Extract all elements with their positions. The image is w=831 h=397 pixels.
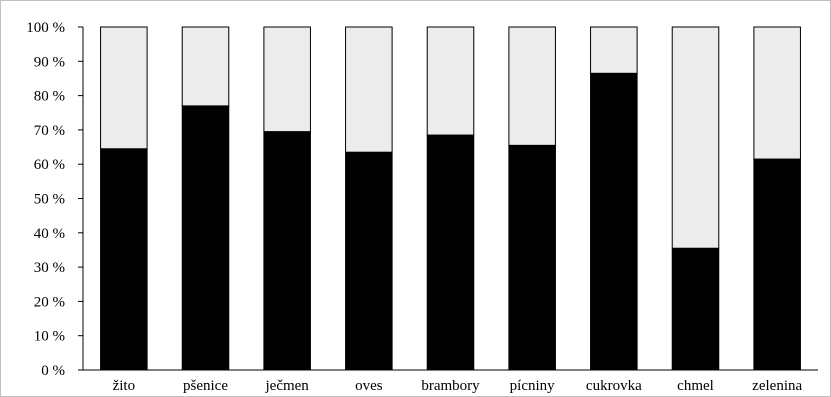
- y-tick-label: 60 %: [34, 157, 65, 173]
- y-tick-label: 50 %: [34, 192, 65, 208]
- bars: [100, 26, 801, 371]
- bar-segment-zelenina-0: [753, 158, 801, 371]
- x-category-label: chmel: [677, 378, 714, 394]
- y-tick-label: 30 %: [34, 260, 65, 276]
- y-tick-label: 90 %: [34, 54, 65, 70]
- y-tick-label: 100 %: [26, 20, 65, 36]
- y-tick-label: 20 %: [34, 294, 65, 310]
- bar-segment-chmel-1: [671, 26, 720, 249]
- bar-segment-zelenina-1: [753, 26, 801, 160]
- bar-segment-pšenice-1: [181, 26, 230, 107]
- x-category-label: pícniny: [510, 378, 555, 394]
- x-axis-labels: žito pšenice ječmen oves brambory pícniny cukr…: [113, 378, 803, 394]
- x-category-label: oves: [355, 378, 383, 394]
- bar-segment-žito-0: [100, 148, 148, 371]
- y-tick-label: 70 %: [34, 123, 65, 139]
- bar-segment-pšenice-0: [181, 105, 230, 371]
- axes: [82, 27, 818, 371]
- x-category-label: zelenina: [752, 378, 802, 394]
- bar-segment-brambory-0: [426, 134, 475, 371]
- y-tick-label: 10 %: [34, 329, 65, 345]
- bar-segment-ječmen-0: [263, 131, 311, 371]
- bar-segment-chmel-0: [671, 247, 720, 371]
- bar-segment-oves-1: [345, 26, 393, 153]
- bar-segment-ječmen-1: [263, 26, 311, 133]
- bar-segment-žito-1: [100, 26, 148, 150]
- x-category-label: cukrovka: [586, 378, 642, 394]
- x-category-label: ječmen: [265, 378, 310, 394]
- bar-segment-cukrovka-1: [590, 26, 638, 74]
- y-tick-label: 0 %: [41, 363, 65, 379]
- y-tick-label: 40 %: [34, 226, 65, 242]
- bar-segment-cukrovka-0: [590, 72, 638, 371]
- y-tick-label: 80 %: [34, 89, 65, 105]
- x-category-label: pšenice: [183, 378, 228, 394]
- y-axis-ticks: 0 % 10 % 20 % 30 % 40 % 50 % 60 % 70 % 80 % 90 % 1…: [26, 20, 83, 379]
- bar-segment-brambory-1: [426, 26, 475, 136]
- bar-segment-pícniny-0: [508, 144, 556, 371]
- bar-segment-pícniny-1: [508, 26, 556, 146]
- bar-segment-oves-0: [345, 151, 393, 371]
- x-category-label: žito: [113, 378, 136, 394]
- x-category-label: brambory: [421, 378, 480, 394]
